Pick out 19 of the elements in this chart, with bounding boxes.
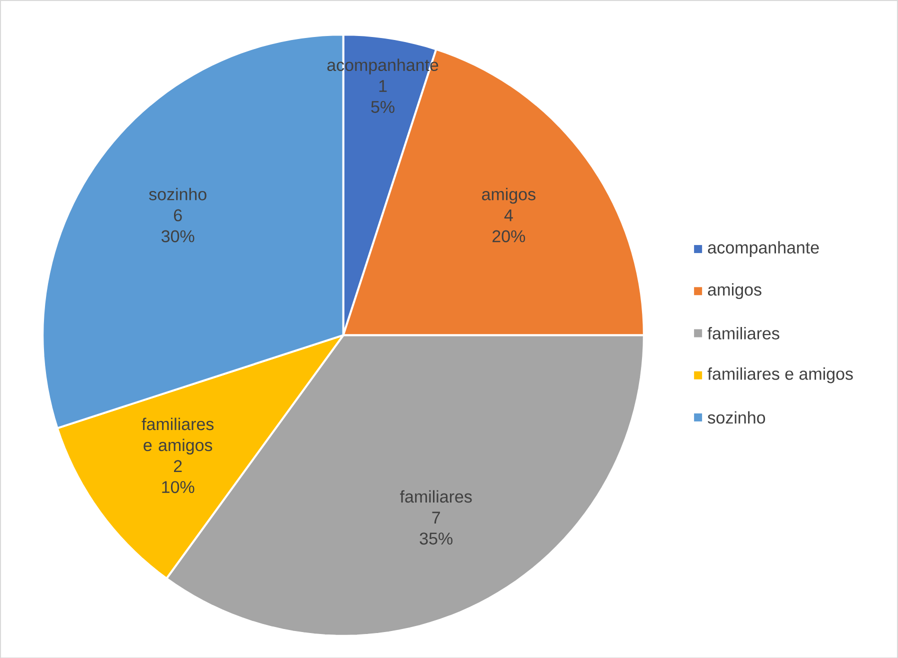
data-label: 2	[174, 460, 182, 472]
data-label: 1	[379, 80, 387, 92]
slice-label: familiares e amigos	[142, 418, 214, 454]
slice-label: sozinho	[149, 188, 206, 200]
text: 30%	[162, 230, 194, 242]
legend-label: familiares e amigos	[708, 367, 853, 384]
legend-label: familiares	[708, 326, 780, 340]
data-label: 7	[432, 512, 440, 524]
text: 10%	[162, 480, 194, 493]
text: 5%	[371, 100, 394, 113]
legend-label: sozinho	[708, 410, 766, 424]
legend-label: amigos	[708, 283, 762, 299]
legend-label: acompanhante	[708, 240, 819, 257]
slice-label: amigos	[482, 188, 536, 204]
data-label: 4	[504, 209, 513, 221]
text: 35%	[420, 532, 452, 544]
data-label: 6	[174, 209, 182, 222]
slice-label: familiares	[400, 490, 472, 502]
text: 20%	[492, 230, 526, 242]
